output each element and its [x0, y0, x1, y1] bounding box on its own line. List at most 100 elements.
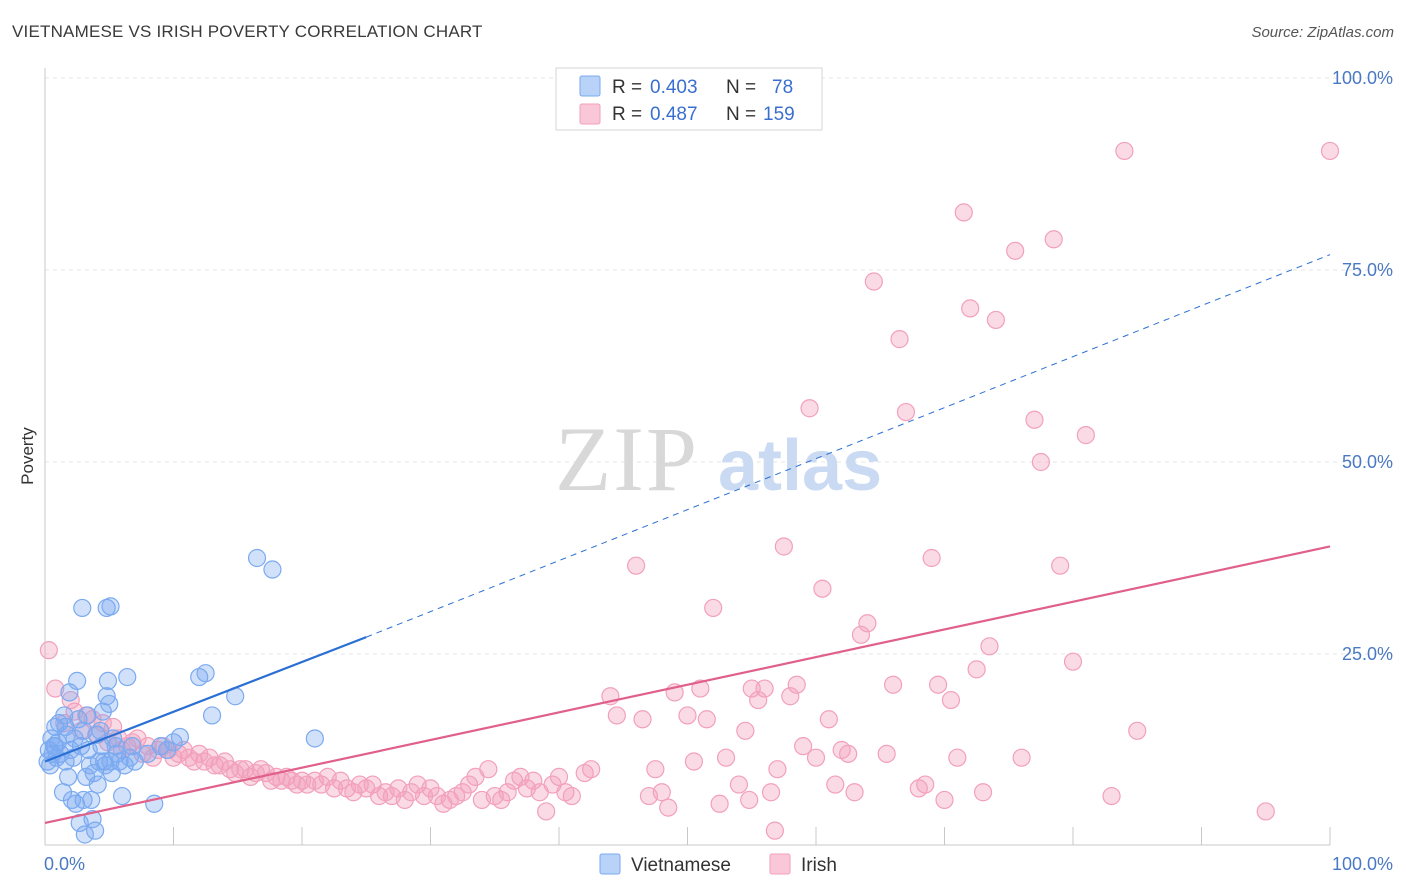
- irish-point: [1031, 452, 1050, 472]
- stats-legend: R = 0.403 N = 78 R = 0.487 N = 159: [555, 67, 823, 131]
- irish-point: [633, 710, 652, 729]
- irish-point: [819, 710, 838, 729]
- grid: [45, 77, 1392, 655]
- y-tick-label: 100.0%: [1332, 68, 1393, 88]
- irish-point: [39, 641, 58, 660]
- irish-point: [890, 330, 909, 349]
- y-tick-label: 25.0%: [1342, 644, 1393, 664]
- irish-point: [697, 710, 716, 729]
- vietnamese-point: [118, 667, 137, 687]
- bottom-label-irish: Irish: [801, 855, 837, 876]
- irish-point: [839, 744, 858, 763]
- irish-point: [935, 790, 954, 810]
- irish-point: [524, 771, 543, 790]
- vietnamese-point: [74, 790, 93, 810]
- irish-point: [704, 598, 723, 618]
- irish-point: [691, 679, 710, 698]
- vietnamese-point: [98, 671, 118, 690]
- legend-n-label-vietnamese: N =: [726, 77, 756, 98]
- irish-point: [1115, 141, 1134, 161]
- vietnamese-point: [112, 786, 132, 806]
- irish-point: [800, 399, 819, 418]
- irish-point: [1076, 426, 1095, 445]
- axis-labels: 25.0% 50.0% 75.0% 100.0% 0.0% 100.0% Poverty: [18, 68, 1393, 874]
- irish-point: [896, 402, 916, 422]
- vietnamese-point: [170, 727, 190, 747]
- irish-point: [948, 748, 967, 767]
- vietnamese-trend-line: [44, 636, 367, 763]
- irish-point: [1025, 410, 1044, 429]
- irish-point: [652, 783, 671, 802]
- irish-point: [646, 760, 665, 779]
- irish-point: [684, 752, 704, 771]
- irish-point: [678, 706, 697, 725]
- irish-point: [845, 783, 864, 802]
- irish-point: [205, 756, 224, 775]
- bottom-label-vietnamese: Vietnamese: [631, 855, 731, 876]
- irish-point: [1051, 556, 1070, 575]
- irish-point: [967, 660, 986, 679]
- irish-point: [954, 203, 973, 222]
- vietnamese-point: [46, 737, 65, 756]
- bottom-swatch-vietnamese: [599, 853, 621, 875]
- vietnamese-point: [305, 729, 324, 748]
- irish-point: [1044, 230, 1063, 249]
- vietnamese-trend-extension: [366, 254, 1331, 638]
- irish-point: [498, 783, 517, 802]
- vietnamese-points: [38, 548, 324, 844]
- legend-n-vietnamese: 78: [772, 77, 793, 98]
- vietnamese-point: [86, 821, 105, 840]
- irish-point: [736, 721, 755, 740]
- vietnamese-point: [74, 721, 93, 740]
- irish-point: [231, 760, 250, 779]
- y-axis-title: Poverty: [18, 427, 37, 485]
- irish-point: [626, 556, 646, 575]
- legend-r-irish: 0.487: [650, 104, 698, 125]
- irish-point: [851, 625, 871, 644]
- irish-point: [883, 675, 903, 694]
- y-tick-label: 75.0%: [1342, 260, 1393, 280]
- axes: [44, 68, 1331, 846]
- irish-point: [986, 310, 1006, 330]
- bottom-swatch-irish: [769, 853, 791, 875]
- irish-point: [961, 299, 980, 318]
- irish-point: [659, 798, 678, 817]
- vietnamese-point: [56, 717, 75, 737]
- legend-r-label-vietnamese: R =: [612, 77, 642, 98]
- irish-point: [1063, 652, 1083, 671]
- irish-point: [787, 675, 806, 694]
- irish-point: [928, 675, 948, 694]
- irish-point: [973, 783, 993, 802]
- irish-point: [806, 748, 826, 767]
- irish-point: [755, 679, 774, 698]
- legend-n-irish: 159: [763, 104, 795, 125]
- vietnamese-point: [100, 694, 119, 714]
- irish-point: [749, 690, 768, 710]
- legend-r-label-irish: R =: [612, 104, 642, 125]
- irish-point: [774, 537, 793, 556]
- irish-point: [1128, 721, 1147, 740]
- irish-point: [941, 690, 961, 710]
- irish-point: [1006, 241, 1025, 260]
- watermark-zip: ZIP: [555, 408, 699, 510]
- irish-point: [479, 760, 498, 779]
- trend-lines: [44, 254, 1331, 825]
- irish-point: [794, 737, 813, 756]
- irish-point: [826, 775, 845, 794]
- irish-point: [1102, 786, 1121, 806]
- irish-point: [46, 679, 65, 698]
- legend-swatch-irish: [579, 103, 601, 125]
- irish-point: [1012, 748, 1031, 767]
- irish-point: [607, 706, 626, 725]
- irish-point: [61, 690, 80, 710]
- vietnamese-point: [75, 825, 94, 844]
- irish-point: [813, 579, 832, 598]
- irish-points: [39, 141, 1340, 840]
- irish-point: [537, 802, 556, 821]
- watermark-atlas: atlas: [718, 426, 882, 506]
- legend-n-label-irish: N =: [726, 104, 756, 125]
- irish-point: [549, 767, 569, 786]
- irish-trend-line: [44, 545, 1331, 825]
- irish-point: [781, 687, 800, 706]
- source-label: Source: ZipAtlas.com: [1251, 24, 1394, 41]
